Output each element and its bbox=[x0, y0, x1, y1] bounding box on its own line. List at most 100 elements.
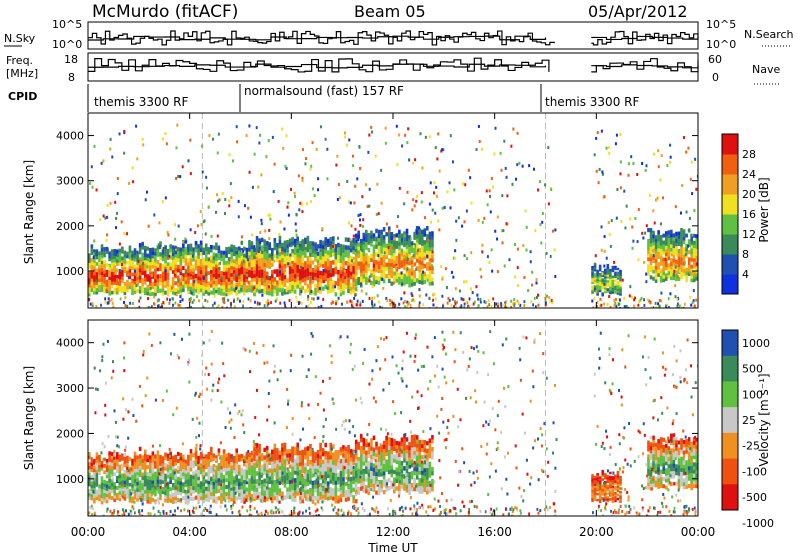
heatmap-cell bbox=[357, 249, 361, 255]
heatmap-cell bbox=[222, 261, 226, 265]
heatmap-cell bbox=[253, 247, 256, 252]
heatmap-cell bbox=[182, 489, 185, 494]
heatmap-cell bbox=[365, 257, 368, 262]
heatmap-cell bbox=[215, 289, 218, 294]
heatmap-cell bbox=[240, 277, 244, 282]
heatmap-cell bbox=[309, 271, 312, 276]
heatmap-cell bbox=[248, 273, 251, 278]
heatmap-cell bbox=[662, 278, 666, 283]
heatmap-cell bbox=[143, 249, 147, 254]
heatmap-cell bbox=[365, 264, 368, 270]
heatmap-cell bbox=[332, 468, 335, 473]
heatmap-cell bbox=[210, 290, 213, 295]
heatmap-cell bbox=[606, 263, 610, 267]
heatmap-cell bbox=[276, 459, 279, 465]
heatmap-cell bbox=[243, 496, 246, 501]
heatmap-cell bbox=[285, 134, 288, 138]
heatmap-cell bbox=[412, 198, 415, 202]
heatmap-cell bbox=[296, 236, 300, 242]
heatmap-cell bbox=[692, 240, 696, 245]
heatmap-cell bbox=[293, 269, 297, 275]
heatmap-cell bbox=[611, 277, 615, 281]
heatmap-cell bbox=[349, 299, 352, 303]
heatmap-cell bbox=[381, 306, 384, 308]
heatmap-cell bbox=[432, 293, 435, 297]
heatmap-cell bbox=[138, 268, 142, 273]
heatmap-cell bbox=[190, 271, 193, 275]
heatmap-cell bbox=[184, 246, 188, 251]
heatmap-cell bbox=[405, 236, 409, 241]
heatmap-cell bbox=[344, 260, 348, 266]
heatmap-cell bbox=[156, 497, 160, 502]
heatmap-cell bbox=[237, 285, 241, 290]
heatmap-cell bbox=[121, 486, 124, 491]
heatmap-cell bbox=[411, 298, 413, 302]
heatmap-cell bbox=[187, 465, 190, 470]
heatmap-cell bbox=[253, 269, 256, 275]
heatmap-cell bbox=[276, 448, 279, 453]
heatmap-cell bbox=[235, 463, 239, 468]
heatmap-cell bbox=[319, 462, 322, 468]
heatmap-cell bbox=[167, 256, 170, 260]
heatmap-cell bbox=[236, 297, 239, 301]
heatmap-cell bbox=[382, 243, 386, 248]
heatmap-cell bbox=[217, 280, 221, 285]
heatmap-cell bbox=[332, 488, 335, 493]
heatmap-cell bbox=[694, 304, 696, 308]
heatmap-cell bbox=[649, 301, 652, 305]
heatmap-cell bbox=[367, 476, 371, 481]
heatmap-cell bbox=[210, 269, 213, 274]
heatmap-cell bbox=[675, 270, 678, 275]
heatmap-cell bbox=[204, 264, 208, 269]
heatmap-cell bbox=[161, 137, 164, 141]
heatmap-cell bbox=[138, 260, 142, 266]
heatmap-cell bbox=[240, 481, 244, 486]
heatmap-cell bbox=[362, 274, 366, 279]
heatmap-cell bbox=[187, 478, 190, 483]
heatmap-cell bbox=[403, 231, 406, 236]
heatmap-cell bbox=[418, 455, 422, 460]
heatmap-cell bbox=[118, 278, 122, 283]
heatmap-cell bbox=[596, 476, 599, 480]
heatmap-cell bbox=[611, 289, 615, 292]
heatmap-cell bbox=[438, 228, 441, 232]
heatmap-cell bbox=[344, 245, 348, 250]
heatmap-cell bbox=[301, 262, 305, 267]
heatmap-cell bbox=[128, 285, 132, 290]
heatmap-cell bbox=[159, 266, 162, 271]
heatmap-cell bbox=[385, 447, 388, 453]
heatmap-cell bbox=[171, 458, 175, 463]
heatmap-cell bbox=[420, 260, 424, 266]
heatmap-cell bbox=[319, 483, 322, 488]
heatmap-cell bbox=[548, 296, 551, 300]
heatmap-cell bbox=[210, 476, 213, 481]
heatmap-cell bbox=[114, 226, 117, 230]
heatmap-cell bbox=[647, 257, 650, 262]
heatmap-cell bbox=[159, 263, 162, 268]
heatmap-cell bbox=[347, 444, 350, 450]
heatmap-cell bbox=[400, 233, 404, 238]
heatmap-cell bbox=[403, 474, 406, 479]
heatmap-cell bbox=[431, 235, 434, 240]
heatmap-cell bbox=[380, 237, 383, 242]
heatmap-cell bbox=[659, 278, 663, 283]
heatmap-cell bbox=[99, 218, 102, 222]
heatmap-cell bbox=[189, 467, 193, 472]
heatmap-cell bbox=[385, 451, 388, 457]
heatmap-cell bbox=[428, 266, 432, 271]
heatmap-cell bbox=[110, 290, 114, 295]
heatmap-cell bbox=[115, 249, 119, 254]
heatmap-cell bbox=[342, 476, 345, 482]
heatmap-cell bbox=[336, 299, 339, 303]
heatmap-cell bbox=[225, 464, 228, 469]
heatmap-cell bbox=[514, 275, 517, 279]
heatmap-cell bbox=[240, 457, 244, 462]
heatmap-cell bbox=[382, 278, 386, 284]
heatmap-cell bbox=[619, 269, 622, 273]
heatmap-cell bbox=[225, 281, 228, 286]
heatmap-cell bbox=[258, 285, 261, 290]
heatmap-cell bbox=[136, 250, 139, 254]
heatmap-cell bbox=[405, 232, 409, 238]
heatmap-cell bbox=[90, 264, 94, 269]
heatmap-cell bbox=[217, 481, 221, 486]
